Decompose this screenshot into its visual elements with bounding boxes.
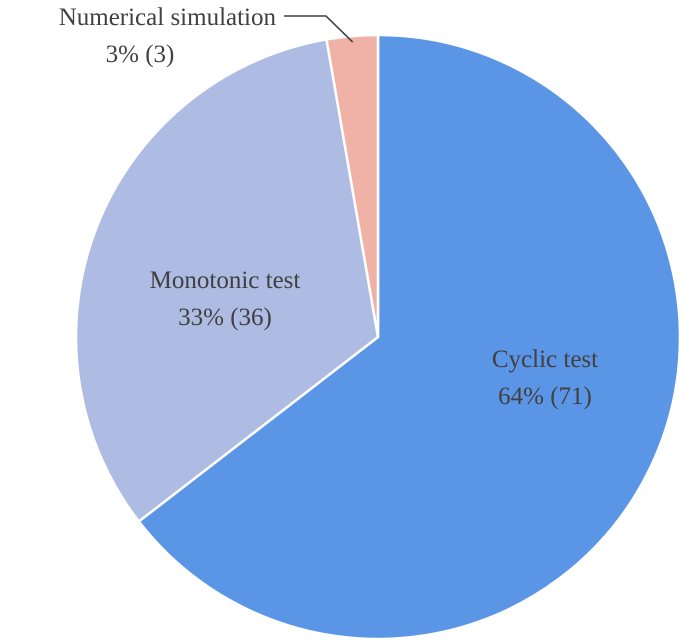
label-monotonic-test-value: 33% (36) [178,304,272,331]
leader-line-numerical-simulation [284,15,354,43]
pie-slice-numerical-simulation [325,33,380,339]
label-cyclic-test-value: 64% (71) [498,383,592,410]
label-numerical-simulation-value: 3% (3) [106,41,175,68]
pie-slice-cyclic-test [137,33,682,641]
label-monotonic-test-name: Monotonic test [150,267,301,294]
label-cyclic-test-name: Cyclic test [492,346,598,373]
pie-slice-monotonic-test [74,38,380,523]
label-numerical-simulation-name: Numerical simulation [59,4,277,31]
pie-slices [74,33,682,641]
